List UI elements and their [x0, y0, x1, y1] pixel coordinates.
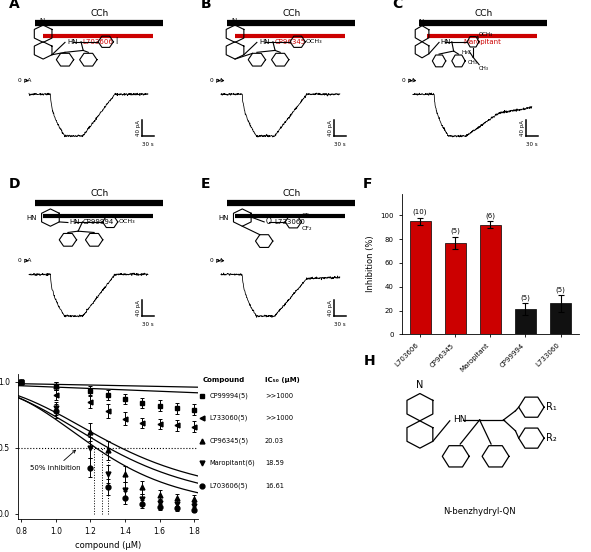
Text: CCh: CCh	[90, 189, 109, 198]
Text: 50% inhibition: 50% inhibition	[30, 450, 80, 471]
Text: 0 pA: 0 pA	[210, 78, 223, 83]
Text: (5): (5)	[450, 228, 460, 235]
Text: (5): (5)	[521, 295, 530, 301]
Y-axis label: Inhibition (%): Inhibition (%)	[366, 236, 375, 293]
Text: F: F	[362, 177, 372, 191]
Text: H: H	[364, 354, 376, 368]
Text: 18.59: 18.59	[265, 460, 284, 466]
X-axis label: compound (μM): compound (μM)	[74, 541, 141, 550]
Text: >>1000: >>1000	[265, 393, 293, 399]
Text: L703606(5): L703606(5)	[209, 482, 248, 489]
Text: C: C	[392, 0, 403, 11]
Text: CCh: CCh	[282, 9, 300, 18]
Text: 0 pA: 0 pA	[18, 78, 31, 83]
Text: Maropitant: Maropitant	[463, 39, 501, 45]
Bar	[515, 309, 536, 335]
Text: (6): (6)	[485, 213, 495, 219]
Text: 0 pA: 0 pA	[210, 258, 223, 263]
Text: E: E	[201, 177, 210, 191]
Text: (10): (10)	[413, 209, 427, 215]
Text: N-benzhydryl-QN: N-benzhydryl-QN	[443, 507, 516, 516]
Bar	[480, 225, 501, 335]
Text: 20.03: 20.03	[265, 438, 284, 444]
Text: CP99994: CP99994	[83, 219, 113, 225]
Text: A: A	[9, 0, 20, 11]
Text: 16.61: 16.61	[265, 482, 284, 489]
Text: Maropitant(6): Maropitant(6)	[209, 460, 255, 466]
Bar	[410, 221, 431, 335]
Text: CP99994(5): CP99994(5)	[209, 392, 248, 399]
Text: IC₅₀ (μM): IC₅₀ (μM)	[265, 377, 300, 383]
Text: CP96345: CP96345	[274, 39, 306, 45]
Text: >>1000: >>1000	[265, 415, 293, 421]
Text: 0 pA: 0 pA	[401, 78, 415, 83]
Text: CP96345(5): CP96345(5)	[209, 437, 249, 444]
Bar	[550, 304, 571, 335]
Text: CCh: CCh	[90, 9, 109, 18]
Text: (5): (5)	[556, 286, 566, 293]
Text: 0 pA: 0 pA	[18, 258, 31, 263]
Text: D: D	[9, 177, 20, 191]
Bar	[444, 243, 466, 335]
Text: Compound: Compound	[203, 377, 245, 383]
Text: L733060(5): L733060(5)	[209, 415, 248, 422]
Text: CCh: CCh	[474, 9, 492, 18]
Text: L703606: L703606	[83, 39, 113, 45]
Text: B: B	[201, 0, 212, 11]
Text: CCh: CCh	[282, 189, 300, 198]
Text: L733060: L733060	[275, 219, 306, 225]
